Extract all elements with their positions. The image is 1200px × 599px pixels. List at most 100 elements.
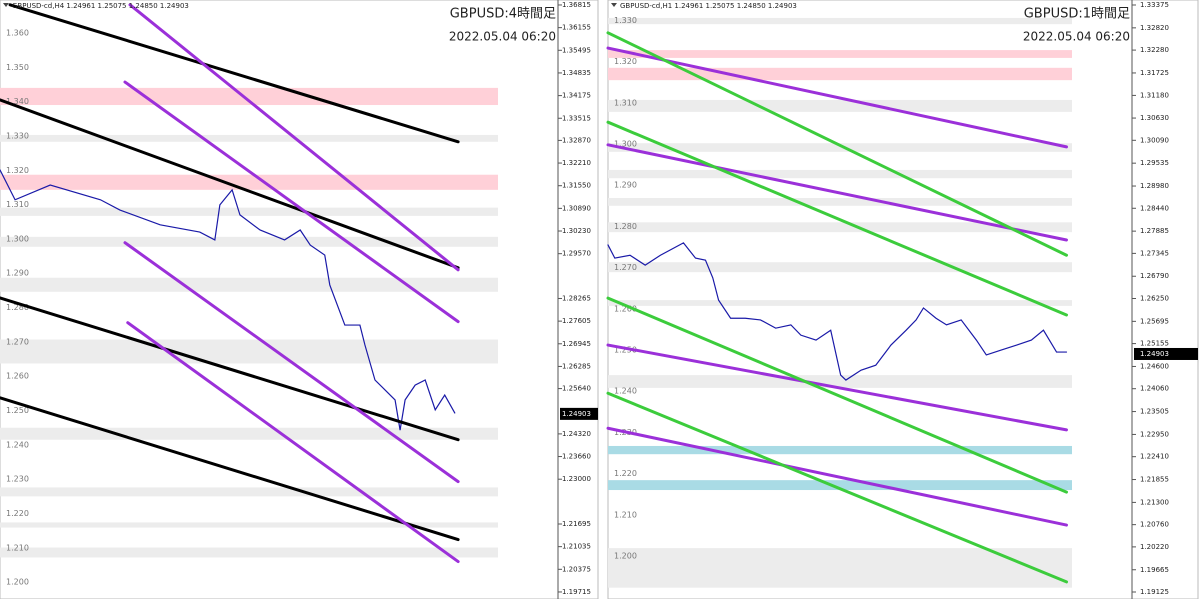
y-tick-label: 1.34835 xyxy=(562,69,591,77)
level-label: 1.230 xyxy=(6,475,29,484)
zone xyxy=(608,222,1072,233)
y-tick-label: 1.33375 xyxy=(1140,1,1169,9)
y-tick-label: 1.31550 xyxy=(562,182,591,190)
chart-subtitle: 2022.05.04 06:20 xyxy=(1023,30,1130,44)
level-label: 1.260 xyxy=(614,304,637,313)
zone xyxy=(0,174,498,190)
trend-line xyxy=(8,3,460,144)
chart-title: GBPUSD:4時間足 xyxy=(450,7,556,22)
y-tick-label: 1.19715 xyxy=(562,588,591,596)
y-tick-label: 1.35495 xyxy=(562,46,591,54)
trend-line xyxy=(606,143,1068,242)
level-label: 1.200 xyxy=(614,551,637,560)
price-box xyxy=(560,407,598,420)
y-tick-label: 1.30230 xyxy=(562,227,591,235)
level-label: 1.320 xyxy=(614,57,637,66)
trend-line xyxy=(128,3,460,272)
y-tick-label: 1.26285 xyxy=(562,362,591,370)
y-tick-label: 1.27605 xyxy=(562,317,591,325)
y-tick-label: 1.28440 xyxy=(1140,204,1169,212)
zone xyxy=(608,197,1072,206)
level-label: 1.290 xyxy=(6,269,29,278)
zone xyxy=(0,134,498,142)
zone xyxy=(0,339,498,364)
trend-line xyxy=(606,120,1068,317)
y-tick-label: 1.24600 xyxy=(1140,362,1169,370)
zone xyxy=(608,445,1072,455)
trend-line xyxy=(606,426,1068,527)
y-tick-label: 1.21695 xyxy=(562,520,591,528)
trend-line xyxy=(126,321,460,564)
menu-icon xyxy=(611,3,617,7)
trend-line xyxy=(606,391,1068,584)
y-tick-label: 1.20220 xyxy=(1140,543,1169,551)
zone xyxy=(0,547,498,558)
level-label: 1.270 xyxy=(614,263,637,272)
level-label: 1.300 xyxy=(614,140,637,149)
zone xyxy=(0,236,498,247)
level-label: 1.200 xyxy=(6,578,29,587)
trend-line xyxy=(123,80,460,324)
y-tick-label: 1.29570 xyxy=(562,250,591,258)
y-tick-label: 1.33515 xyxy=(562,114,591,122)
y-tick-label: 1.30890 xyxy=(562,204,591,212)
symbol-header: GBPUSD-cd,H4 1.24961 1.25075 1.24850 1.2… xyxy=(12,2,189,10)
y-tick-label: 1.27885 xyxy=(1140,227,1169,235)
trend-line xyxy=(0,98,460,270)
level-label: 1.250 xyxy=(6,406,29,415)
level-label: 1.280 xyxy=(614,222,637,231)
menu-icon xyxy=(3,3,9,7)
trend-line xyxy=(606,31,1068,257)
level-label: 1.340 xyxy=(6,97,29,106)
y-tick-label: 1.28265 xyxy=(562,294,591,302)
y-tick-label: 1.29535 xyxy=(1140,159,1169,167)
last-price: 1.24903 xyxy=(562,410,591,418)
level-label: 1.300 xyxy=(6,234,29,243)
y-tick-label: 1.25640 xyxy=(562,385,591,393)
panel-bg xyxy=(607,0,1199,599)
y-tick-label: 1.25695 xyxy=(1140,317,1169,325)
y-tick-label: 1.26945 xyxy=(562,340,591,348)
zone xyxy=(608,480,1072,491)
y-tick-label: 1.19125 xyxy=(1140,588,1169,596)
trend-line xyxy=(606,343,1068,432)
zone xyxy=(608,375,1072,388)
y-tick-label: 1.26250 xyxy=(1140,294,1169,302)
y-tick-label: 1.36155 xyxy=(562,24,591,32)
trend-line xyxy=(0,396,460,542)
zone xyxy=(0,207,498,216)
level-label: 1.290 xyxy=(614,181,637,190)
zone xyxy=(608,262,1072,273)
level-label: 1.280 xyxy=(6,303,29,312)
y-tick-label: 1.30630 xyxy=(1140,114,1169,122)
level-label: 1.220 xyxy=(614,469,637,478)
zone xyxy=(0,487,498,497)
zone xyxy=(0,522,498,528)
level-label: 1.220 xyxy=(6,509,29,518)
zone xyxy=(608,99,1072,112)
y-tick-label: 1.27345 xyxy=(1140,249,1169,257)
y-tick-label: 1.32280 xyxy=(1140,46,1169,54)
level-label: 1.310 xyxy=(6,200,29,209)
y-tick-label: 1.20760 xyxy=(1140,521,1169,529)
y-tick-label: 1.21035 xyxy=(562,543,591,551)
y-tick-label: 1.24060 xyxy=(1140,385,1169,393)
y-tick-label: 1.31725 xyxy=(1140,69,1169,77)
zone xyxy=(0,277,498,292)
y-tick-label: 1.32870 xyxy=(562,136,591,144)
level-label: 1.240 xyxy=(614,387,637,396)
y-tick-label: 1.23660 xyxy=(562,453,591,461)
level-label: 1.210 xyxy=(6,543,29,552)
y-tick-label: 1.22410 xyxy=(1140,453,1169,461)
y-tick-label: 1.32820 xyxy=(1140,24,1169,32)
zone xyxy=(608,548,1072,588)
trend-line xyxy=(0,296,460,442)
chart-panel: 1.360 1.350 1.340 1.330 1.320 1.310 1.300 1.290… xyxy=(0,0,599,599)
level-label: 1.320 xyxy=(6,166,29,175)
y-tick-label: 1.21300 xyxy=(1140,498,1169,506)
zone xyxy=(608,50,1072,58)
y-tick-label: 1.22950 xyxy=(1140,430,1169,438)
zone xyxy=(608,143,1072,152)
level-label: 1.270 xyxy=(6,337,29,346)
level-label: 1.260 xyxy=(6,372,29,381)
